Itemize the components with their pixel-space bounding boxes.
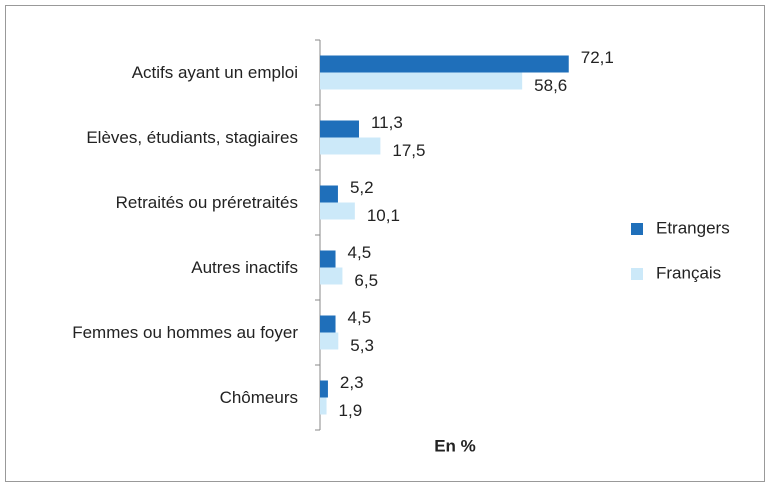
value-label: 11,3	[371, 113, 403, 132]
axis-label: En %	[434, 436, 476, 455]
category-label: Retraités ou préretraités	[115, 192, 298, 212]
bar	[320, 267, 343, 285]
category-label: Chômeurs	[219, 387, 298, 407]
value-label: 6,5	[354, 271, 378, 290]
bar	[320, 397, 327, 415]
value-label: 17,5	[392, 141, 425, 160]
legend-label: Français	[656, 263, 721, 282]
bar	[320, 185, 338, 203]
value-label: 2,3	[340, 373, 364, 392]
legend-swatch	[631, 223, 643, 235]
bar	[320, 120, 359, 138]
category-label: Elèves, étudiants, stagiaires	[86, 127, 298, 147]
value-label: 1,9	[339, 401, 363, 420]
value-label: 5,2	[350, 178, 374, 197]
value-label: 5,3	[350, 336, 374, 355]
bar	[320, 137, 381, 155]
bar	[320, 250, 336, 268]
value-label: 58,6	[534, 76, 567, 95]
value-label: 10,1	[367, 206, 400, 225]
value-label: 72,1	[581, 48, 614, 67]
category-label: Actifs ayant un emploi	[131, 62, 298, 82]
legend-swatch	[631, 268, 643, 280]
bar	[320, 380, 328, 398]
value-label: 4,5	[348, 243, 372, 262]
bar	[320, 72, 523, 90]
bar	[320, 202, 355, 220]
value-label: 4,5	[348, 308, 372, 327]
bar	[320, 55, 569, 73]
legend-label: Etrangers	[656, 218, 730, 237]
category-label: Autres inactifs	[191, 257, 298, 277]
category-label: Femmes ou hommes au foyer	[72, 322, 298, 342]
bar	[320, 315, 336, 333]
bar	[320, 332, 339, 350]
